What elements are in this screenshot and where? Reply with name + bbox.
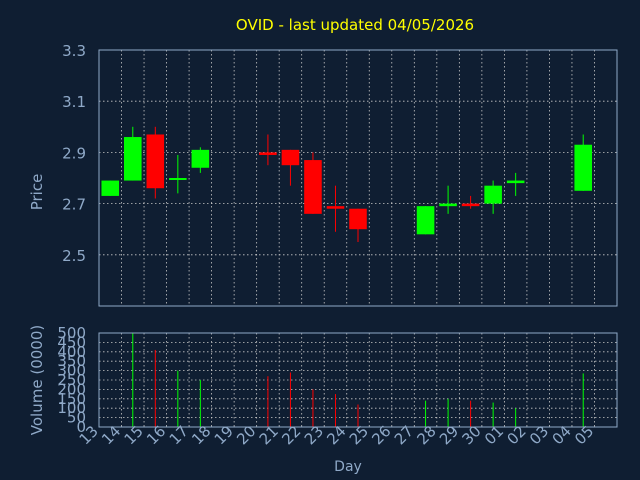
candle-body [574,144,593,191]
candle-body [326,206,345,209]
candle-body [304,160,322,214]
volume-tick-label: 100 [57,399,86,417]
price-tick-label: 2.5 [62,247,86,265]
price-axis-label: Price [28,174,46,211]
candle-body [416,206,435,235]
candle-body [281,149,300,166]
price-tick-label: 3.3 [62,42,86,60]
volume-axis-label: Volume (0000) [28,325,46,435]
candle-body [123,137,142,181]
volume-tick-label: 150 [57,390,86,408]
price-frame [98,49,618,307]
candle-body [259,152,277,155]
candle-body [461,203,480,207]
volume-tick-label: 0 [76,418,86,436]
candle-body [484,185,502,204]
candle-body [349,208,367,230]
volume-tick-label: 400 [57,343,86,361]
price-tick-label: 3.1 [62,93,86,111]
volume-tick-label: 350 [57,352,86,370]
candle-body [191,149,210,168]
volume-frame [98,332,618,428]
price-tick-label: 2.7 [62,196,86,214]
price-panel: 2.5 2.7 2.9 3.1 3.3 [62,42,618,307]
volume-tick-label: 500 [57,324,86,342]
volume-tick-label: 300 [57,362,86,380]
candle-body [101,180,120,196]
x-axis-label: Day [334,459,362,475]
volume-tick-label: 450 [57,333,86,351]
volume-tick-label: 50 [67,409,86,427]
volume-tick-label: 250 [57,371,86,389]
candle-body [169,178,187,180]
candle-body [146,134,165,189]
candle-body [506,180,525,184]
volume-tick-label: 200 [57,380,86,398]
price-tick-label: 2.9 [62,144,86,162]
chart-title: OVID - last updated 04/05/2026 [236,16,474,34]
x-axis: 1314151617181920212223242526272829300102… [76,422,598,448]
candle-body [439,203,457,207]
